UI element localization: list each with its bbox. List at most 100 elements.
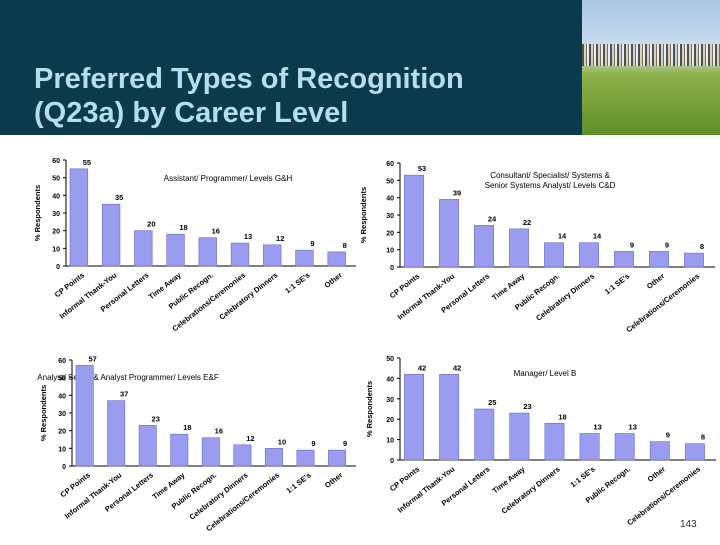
data-label: 23 xyxy=(523,402,531,411)
bar xyxy=(230,242,250,267)
data-label: 9 xyxy=(311,439,315,448)
data-label: 13 xyxy=(244,232,252,241)
data-label: 13 xyxy=(593,422,601,431)
y-tick-label: 50 xyxy=(58,376,66,383)
chart-title: Manager/ Level B xyxy=(514,369,577,378)
y-tick-label: 0 xyxy=(390,265,394,272)
category-label: Other xyxy=(646,464,667,483)
category-label: Informal Thank-You xyxy=(63,470,124,520)
chart-analyst-senior: 0 10 20 30 40 50 60 % Respondents Analyst/ Senio… xyxy=(0,350,360,540)
y-tick-label: 30 xyxy=(52,211,60,218)
y-tick-label: 60 xyxy=(52,158,60,165)
y-tick-label: 30 xyxy=(58,411,66,418)
data-label: 9 xyxy=(310,239,314,248)
y-axis-label: % Respondents xyxy=(33,185,42,241)
y-tick-label: 50 xyxy=(386,178,394,185)
category-label: Informal Thank-You xyxy=(58,270,119,320)
page-title: Preferred Types of Recognition (Q23a) by… xyxy=(34,62,574,130)
bar xyxy=(170,433,189,467)
bar xyxy=(328,449,347,467)
category-label: CP Points xyxy=(388,271,421,300)
chart-title: Assistant/ Programmer/ Levels G&H xyxy=(164,174,293,183)
chart-svg: 0 10 20 30 40 50 60 % Respondents Assistant/ Pro… xyxy=(33,158,356,333)
data-label: 22 xyxy=(523,218,531,227)
data-label: 13 xyxy=(629,422,637,431)
data-label: 24 xyxy=(488,214,497,223)
data-label: 9 xyxy=(666,431,670,440)
data-label: 8 xyxy=(701,433,705,442)
y-axis-label: % Respondents xyxy=(39,385,48,441)
page-number: 143 xyxy=(680,519,697,530)
category-label: Other xyxy=(323,270,344,289)
bar xyxy=(649,251,669,268)
y-tick-label: 10 xyxy=(58,446,66,453)
bar xyxy=(404,374,425,461)
data-label: 25 xyxy=(488,398,496,407)
chart-svg: 0 10 20 30 40 50 % Respondents Manager/ Level B… xyxy=(365,356,716,527)
data-label: 18 xyxy=(183,423,191,432)
title-line-1: Preferred Types of Recognition xyxy=(34,63,464,95)
data-label: 42 xyxy=(418,363,426,372)
title-line-2: (Q23a) by Career Level xyxy=(34,97,349,129)
category-label: CP Points xyxy=(388,464,421,493)
chart-svg: 0 10 20 30 40 50 60 % Respondents Consultant/ Sp… xyxy=(359,161,715,334)
data-label: 57 xyxy=(88,354,96,363)
bar xyxy=(439,374,460,461)
chart-consultant-specialist: 0 10 20 30 40 50 60 % Respondents Consultant/ Sp… xyxy=(359,150,720,350)
bar xyxy=(474,408,495,461)
y-tick-label: 60 xyxy=(386,161,394,168)
bar xyxy=(684,443,705,461)
y-tick-label: 0 xyxy=(390,458,394,465)
bar xyxy=(134,230,153,267)
data-label: 9 xyxy=(665,240,669,249)
data-label: 18 xyxy=(558,412,566,421)
data-label: 42 xyxy=(453,363,461,372)
bar xyxy=(439,199,459,268)
bar xyxy=(579,433,600,461)
chart-assistant-programmer: 0 10 20 30 40 50 60 % Respondents Assistant/ Pro… xyxy=(0,150,360,350)
category-label: Other xyxy=(323,470,344,489)
data-label: 8 xyxy=(700,242,704,251)
bar xyxy=(404,174,424,268)
data-label: 14 xyxy=(558,232,567,241)
category-label: 1:1 SE's xyxy=(283,270,311,295)
data-label: 18 xyxy=(179,223,187,232)
y-tick-label: 40 xyxy=(58,393,66,400)
data-label: 53 xyxy=(418,164,426,173)
crowd-strip xyxy=(582,44,720,66)
bar xyxy=(474,225,494,268)
y-axis-label: % Respondents xyxy=(359,187,368,243)
data-label: 9 xyxy=(343,439,347,448)
bar xyxy=(579,242,599,268)
bar xyxy=(138,425,157,467)
y-tick-label: 10 xyxy=(386,248,394,255)
bar xyxy=(198,237,217,267)
y-tick-label: 60 xyxy=(58,358,66,365)
y-tick-label: 50 xyxy=(386,356,394,363)
data-label: 35 xyxy=(115,193,123,202)
bar xyxy=(101,203,121,267)
y-tick-label: 20 xyxy=(58,429,66,436)
data-label: 39 xyxy=(453,188,461,197)
bar xyxy=(544,422,565,461)
data-label: 37 xyxy=(120,390,128,399)
bar xyxy=(649,441,670,461)
bar xyxy=(544,242,564,268)
chart-manager: 0 10 20 30 40 50 % Respondents Manager/ Level B… xyxy=(360,350,720,540)
crowd-photo xyxy=(582,0,720,135)
bar xyxy=(263,244,282,267)
y-tick-label: 10 xyxy=(52,246,60,253)
category-label: Celebratory Dinners xyxy=(217,270,279,321)
bar xyxy=(614,251,634,268)
y-tick-label: 40 xyxy=(386,376,394,383)
category-label: 1:1 SE's xyxy=(569,464,597,489)
bar xyxy=(509,412,530,461)
bar xyxy=(201,437,220,467)
category-label: Other xyxy=(645,271,666,290)
chart-svg: 0 10 20 30 40 50 60 % Respondents Analyst/ Senio… xyxy=(37,354,356,533)
data-label: 23 xyxy=(152,414,160,423)
bar xyxy=(107,400,126,467)
data-label: 9 xyxy=(630,240,634,249)
category-label: Celebratory Dinners xyxy=(534,271,596,322)
chart-title: Consultant/ Specialist/ Systems & Senior … xyxy=(485,171,616,190)
